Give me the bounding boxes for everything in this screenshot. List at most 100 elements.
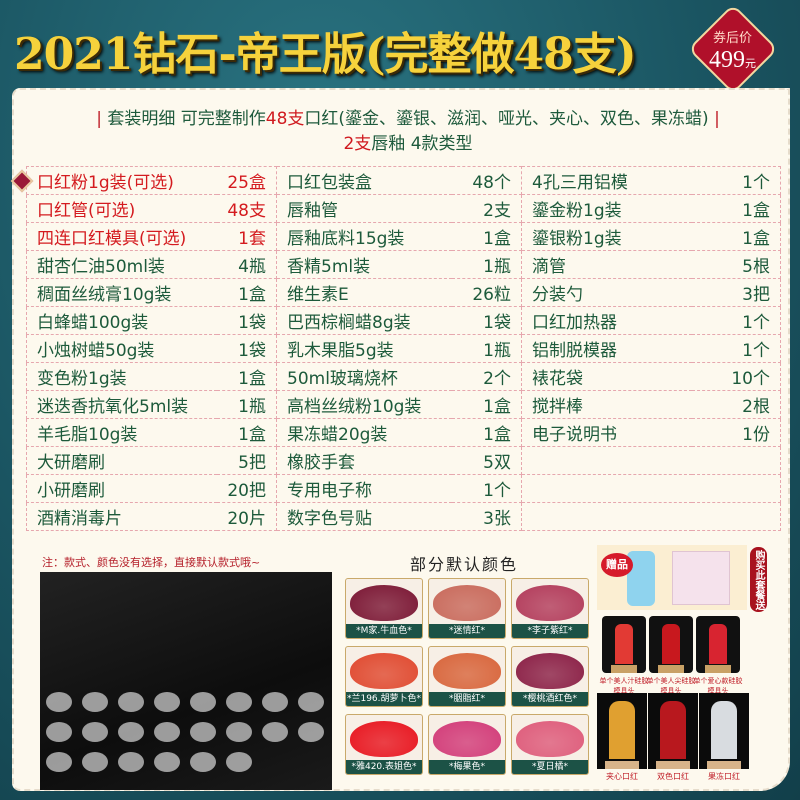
- kit-item-shape: [190, 722, 216, 742]
- lipstick-shape: [615, 624, 633, 664]
- item-quantity: 5根: [692, 250, 782, 279]
- table-row: 口红管(可选) 48支 唇釉管 2支 鎏金粉1g装 1盒: [26, 194, 782, 223]
- mold-caption: 单个美人尖硅胶模具头: [646, 677, 696, 695]
- swatch-caption: *雅420.表姐色*: [346, 760, 422, 774]
- lip-swatch: *M家.牛血色*: [345, 578, 423, 639]
- subtitle-count: 48支: [265, 109, 305, 129]
- item-quantity: 25盒: [216, 166, 277, 195]
- item-quantity: 1袋: [216, 306, 277, 335]
- kit-item-shape: [118, 752, 144, 772]
- price-unit: 元: [745, 58, 756, 70]
- subtitle-suffix: 口红(鎏金、鎏银、滋润、哑光、夹心、双色、果冻蜡): [304, 109, 709, 129]
- item-name: 唇釉底料15g装: [276, 222, 452, 251]
- item-quantity: 26粒: [451, 278, 522, 307]
- swatch-caption: *李子紫红*: [512, 624, 588, 638]
- item-quantity: 1盒: [692, 222, 782, 251]
- item-name: 口红包装盒: [276, 166, 452, 195]
- subtitle-line2: 唇釉 4款类型: [371, 134, 473, 154]
- price-value: 499元: [695, 47, 770, 74]
- item-name: 变色粉1g装: [26, 362, 217, 391]
- item-name: 小烛树蜡50g装: [26, 334, 217, 363]
- kit-item-shape: [226, 692, 252, 712]
- kit-item-shape: [118, 722, 144, 742]
- item-name: 迷迭香抗氧化5ml装: [26, 390, 217, 419]
- item-name: 稠面丝绒膏10g装: [26, 278, 217, 307]
- price-badge: 券后价 499元: [687, 3, 779, 100]
- table-row: 迷迭香抗氧化5ml装 1瓶 高档丝绒粉10g装 1盒 搅拌棒 2根: [26, 390, 782, 419]
- page-title: 2021钻石-帝王版(完整做48支): [14, 29, 637, 80]
- item-quantity: 10个: [692, 362, 782, 391]
- item-name: 鎏金粉1g装: [521, 194, 693, 223]
- mold-head-image: [696, 616, 740, 673]
- lip-color-image: [516, 721, 584, 757]
- mold-head-image: [649, 616, 693, 673]
- lip-color-grid: *M家.牛血色* *迷情红* *李子紫红* *兰196.胡萝卜色* *胭脂红* *樱桃酒红…: [345, 578, 593, 775]
- lip-color-image: [433, 585, 501, 621]
- swatch-caption: *樱桃酒红色*: [512, 692, 588, 706]
- item-quantity: 1盒: [451, 222, 522, 251]
- item-quantity: 4瓶: [216, 250, 277, 279]
- item-quantity: 1瓶: [216, 390, 277, 419]
- colors-title: 部分默认颜色: [410, 555, 519, 574]
- item-name: [521, 502, 693, 531]
- mold-caption: 单个美人汁硅胶模具头: [599, 677, 649, 695]
- item-name: 搅拌棒: [521, 390, 693, 419]
- kit-item-shape: [82, 722, 108, 742]
- item-name: 唇釉管: [276, 194, 452, 223]
- lip-swatch: *樱桃酒红色*: [511, 646, 589, 707]
- table-row: 小研磨刷 20把 专用电子称 1个: [26, 474, 782, 503]
- table-row: 羊毛脂10g装 1盒 果冻蜡20g装 1盒 电子说明书 1份: [26, 418, 782, 447]
- item-quantity: 1个: [692, 334, 782, 363]
- lip-swatch: *胭脂红*: [428, 646, 506, 707]
- swatch-caption: *夏日橘*: [512, 760, 588, 774]
- kit-item-shape: [82, 752, 108, 772]
- kit-item-shape: [190, 752, 216, 772]
- table-row: 稠面丝绒膏10g装 1盒 维生素E 26粒 分装勺 3把: [26, 278, 782, 307]
- item-name: 分装勺: [521, 278, 693, 307]
- kit-photo: [40, 572, 332, 790]
- item-quantity: 2个: [451, 362, 522, 391]
- lipstick-shape: [609, 701, 635, 759]
- item-name: 专用电子称: [276, 474, 452, 503]
- lipstick-type-image: [699, 693, 749, 769]
- mold-head-image: [602, 616, 646, 673]
- item-quantity: 1个: [692, 306, 782, 335]
- item-name: 乳木果脂5g装: [276, 334, 452, 363]
- item-name: 鎏银粉1g装: [521, 222, 693, 251]
- gift-badge: 赠品: [601, 553, 633, 577]
- item-name: 4孔三用铝模: [521, 166, 693, 195]
- table-row: 小烛树蜡50g装 1袋 乳木果脂5g装 1瓶 铝制脱模器 1个: [26, 334, 782, 363]
- table-row: 酒精消毒片 20片 数字色号贴 3张: [26, 502, 782, 531]
- item-quantity: 1袋: [216, 334, 277, 363]
- swatch-caption: *迷情红*: [429, 624, 505, 638]
- lipstick-type-caption: 双色口红: [657, 772, 689, 781]
- swatch-caption: *梅果色*: [429, 760, 505, 774]
- kit-item-shape: [154, 752, 180, 772]
- lip-color-image: [350, 721, 418, 757]
- swatch-caption: *M家.牛血色*: [346, 624, 422, 638]
- item-quantity: 1份: [692, 418, 782, 447]
- lip-swatch: *迷情红*: [428, 578, 506, 639]
- item-name: 口红加热器: [521, 306, 693, 335]
- lip-color-image: [433, 721, 501, 757]
- lipstick-type-image: [597, 693, 647, 769]
- item-quantity: 48个: [451, 166, 522, 195]
- table-row: 口红粉1g装(可选) 25盒 口红包装盒 48个 4孔三用铝模 1个: [26, 166, 782, 195]
- kit-item-shape: [118, 692, 144, 712]
- item-name: 口红粉1g装(可选): [26, 166, 217, 195]
- kit-item-shape: [82, 692, 108, 712]
- lipstick-type-caption: 果冻口红: [708, 772, 740, 781]
- lip-color-image: [516, 585, 584, 621]
- item-quantity: 1盒: [451, 418, 522, 447]
- swatch-caption: *胭脂红*: [429, 692, 505, 706]
- kit-subtitle: | 套装明细 可完整制作48支口红(鎏金、鎏银、滋润、哑光、夹心、双色、果冻蜡)…: [96, 109, 720, 154]
- lipstick-shape: [662, 624, 680, 664]
- subtitle-prefix: 套装明细 可完整制作: [107, 109, 266, 129]
- item-quantity: [692, 502, 782, 531]
- lip-swatch: *梅果色*: [428, 714, 506, 775]
- item-name: 50ml玻璃烧杯: [276, 362, 452, 391]
- lipstick-base: [605, 761, 639, 769]
- item-quantity: 1盒: [216, 418, 277, 447]
- item-quantity: 20片: [216, 502, 277, 531]
- item-name: 四连口红模具(可选): [26, 222, 217, 251]
